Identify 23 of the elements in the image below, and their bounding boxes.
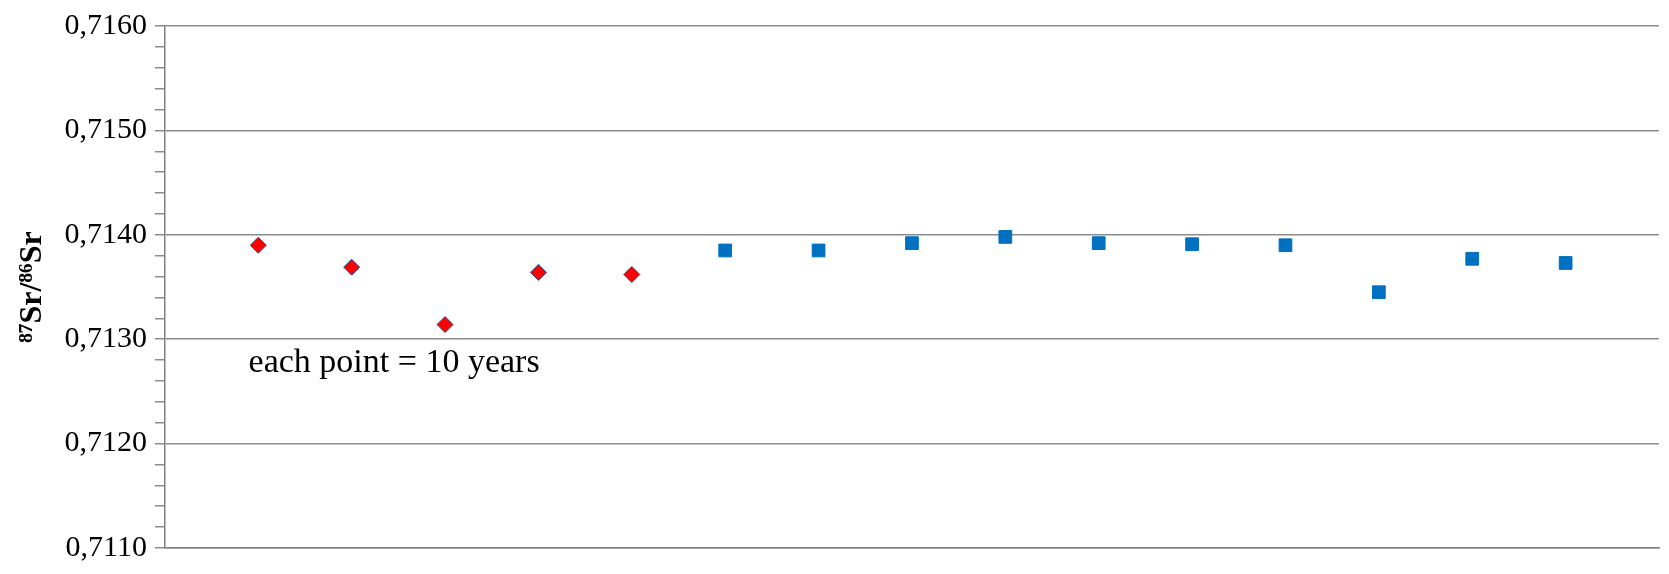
y-axis-title: ⁸⁷Sr/⁸⁶Sr	[12, 231, 49, 343]
annotation: each point = 10 years	[248, 341, 540, 379]
point	[1278, 238, 1293, 253]
point	[343, 258, 361, 276]
y-tick-label: 0,7110	[65, 528, 147, 562]
point	[1558, 256, 1573, 270]
point	[249, 236, 267, 254]
point	[529, 263, 547, 281]
point	[905, 236, 919, 251]
point	[998, 230, 1013, 244]
y-tick-label: 0,7130	[64, 320, 147, 354]
y-tick-label: 0,7150	[64, 111, 147, 145]
point	[623, 265, 641, 283]
point	[811, 243, 826, 258]
y-tick-label: 0,7120	[64, 424, 147, 458]
point	[436, 316, 454, 334]
point	[1185, 237, 1199, 252]
point	[718, 243, 733, 258]
point	[1465, 251, 1480, 266]
point	[1091, 236, 1106, 251]
y-tick-label: 0,7160	[64, 6, 147, 40]
y-tick-label: 0,7140	[64, 215, 147, 249]
point	[1371, 285, 1386, 300]
